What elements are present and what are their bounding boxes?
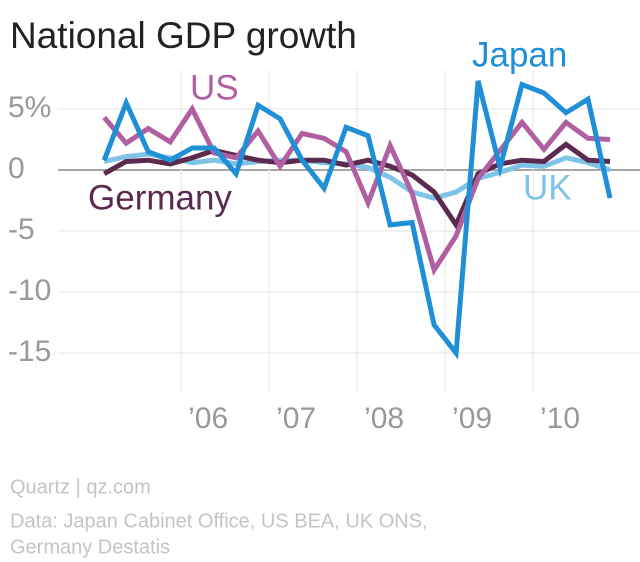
chart-title: National GDP growth: [10, 15, 357, 56]
series-line: [102, 104, 611, 276]
footer: Quartz | qz.com: [10, 476, 151, 498]
series-line: [101, 80, 613, 360]
y-tick-label: -15: [8, 335, 51, 368]
x-tick-label: ’06: [188, 402, 228, 435]
series-line: [103, 151, 611, 201]
series-label: Germany: [88, 178, 232, 217]
x-tick-label: ’08: [364, 402, 404, 435]
footer: Germany Destatis: [10, 536, 170, 558]
y-tick-label: -10: [8, 274, 51, 307]
series-label: US: [190, 68, 239, 107]
y-tick-label: 5%: [8, 91, 51, 124]
series-label: Japan: [472, 35, 567, 74]
y-tick-label: 0: [8, 152, 25, 185]
series-line: [102, 141, 611, 231]
y-tick-label: -5: [8, 213, 35, 246]
x-tick-label: ’07: [276, 402, 316, 435]
x-tick-label: ’10: [540, 402, 580, 435]
x-tick-label: ’09: [452, 402, 492, 435]
series-label: UK: [523, 168, 572, 207]
footer: Data: Japan Cabinet Office, US BEA, UK O…: [10, 510, 428, 532]
